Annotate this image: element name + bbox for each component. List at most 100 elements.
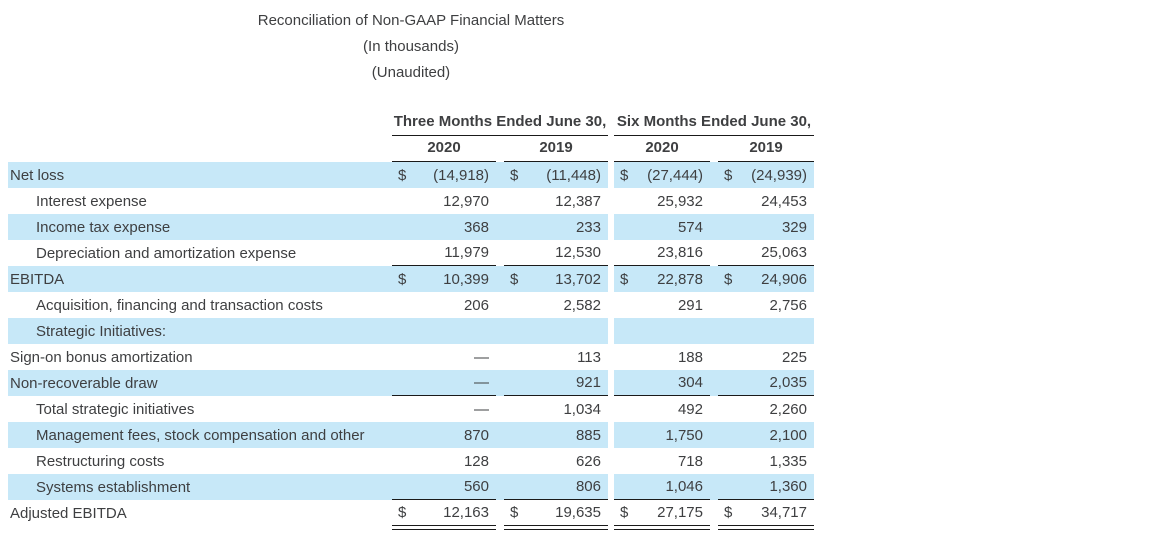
period-gap bbox=[608, 448, 614, 474]
currency-symbol: $ bbox=[398, 166, 407, 184]
value-cell: 2,756 bbox=[718, 292, 814, 318]
header-spacer bbox=[8, 136, 392, 162]
row-label: Income tax expense bbox=[36, 218, 171, 236]
value-cell: 368 bbox=[392, 214, 496, 240]
column-separator bbox=[496, 136, 504, 162]
table-row: Non-recoverable draw — 921 304 2,035 bbox=[8, 370, 814, 396]
column-separator bbox=[710, 474, 718, 500]
column-separator bbox=[710, 448, 718, 474]
column-separator bbox=[496, 422, 504, 448]
amount: — bbox=[474, 400, 489, 418]
row-label: Management fees, stock compensation and … bbox=[36, 426, 365, 444]
row-label: Systems establishment bbox=[36, 478, 191, 496]
header-spacer bbox=[8, 110, 392, 136]
table-row: Interest expense 12,970 12,387 25,932 24… bbox=[8, 188, 814, 214]
amount: (27,444) bbox=[647, 166, 703, 184]
column-separator bbox=[496, 500, 504, 526]
value-cell: 206 bbox=[392, 292, 496, 318]
value-cell: 233 bbox=[504, 214, 608, 240]
table-row: Systems establishment 560 806 1,046 1,36… bbox=[8, 474, 814, 500]
value-cell: $24,906 bbox=[718, 266, 814, 292]
value-cell: 2,035 bbox=[718, 370, 814, 396]
amount: 11,979 bbox=[444, 244, 489, 261]
period-gap bbox=[608, 266, 614, 292]
value-cell: 329 bbox=[718, 214, 814, 240]
value-cell: 574 bbox=[614, 214, 710, 240]
amount: 885 bbox=[575, 426, 601, 444]
amount: 806 bbox=[575, 478, 601, 495]
value-cell: 1,046 bbox=[614, 474, 710, 500]
column-separator bbox=[710, 188, 718, 214]
value-cell: 24,453 bbox=[718, 188, 814, 214]
amount: 12,970 bbox=[443, 192, 489, 210]
value-cell: 1,360 bbox=[718, 474, 814, 500]
value-cell: 113 bbox=[504, 344, 608, 370]
column-separator bbox=[496, 292, 504, 318]
table-row: Income tax expense 368 233 574 329 bbox=[8, 214, 814, 240]
double-underline bbox=[718, 526, 814, 530]
amount: 24,453 bbox=[761, 192, 807, 210]
amount: 574 bbox=[677, 218, 703, 236]
amount: 870 bbox=[463, 426, 489, 444]
value-cell: 921 bbox=[504, 370, 608, 396]
period-gap bbox=[608, 526, 614, 530]
period-gap bbox=[608, 422, 614, 448]
value-cell: 870 bbox=[392, 422, 496, 448]
value-cell: $13,702 bbox=[504, 266, 608, 292]
table-row: Strategic Initiatives: bbox=[8, 318, 814, 344]
double-underline bbox=[614, 526, 710, 530]
column-separator bbox=[710, 136, 718, 162]
table-row: EBITDA $10,399 $13,702 $22,878 $24,906 bbox=[8, 266, 814, 292]
amount: 1,046 bbox=[665, 478, 703, 495]
period-gap bbox=[608, 344, 614, 370]
amount: — bbox=[474, 348, 489, 366]
year-header: 2020 bbox=[614, 136, 710, 162]
period-header-three-months: Three Months Ended June 30, bbox=[392, 110, 608, 136]
table-row: Net loss $ (14,918) $ (11,448) $ (27,444) $… bbox=[8, 162, 814, 188]
amount: 27,175 bbox=[657, 504, 703, 521]
amount: 34,717 bbox=[761, 504, 807, 521]
column-separator bbox=[710, 422, 718, 448]
row-label: Restructuring costs bbox=[36, 452, 165, 470]
amount: 2,260 bbox=[769, 400, 807, 418]
period-header-row: Three Months Ended June 30, Six Months E… bbox=[8, 110, 814, 136]
period-gap bbox=[608, 396, 614, 422]
value-cell: 718 bbox=[614, 448, 710, 474]
column-separator bbox=[496, 396, 504, 422]
year-header: 2019 bbox=[718, 136, 814, 162]
amount: 24,906 bbox=[761, 270, 807, 288]
amount: 2,582 bbox=[563, 296, 601, 314]
row-label: Adjusted EBITDA bbox=[10, 504, 127, 522]
value-cell: $27,175 bbox=[614, 500, 710, 526]
row-label: EBITDA bbox=[10, 270, 65, 288]
value-cell: $34,717 bbox=[718, 500, 814, 526]
period-gap bbox=[608, 240, 614, 266]
value-cell: 12,530 bbox=[504, 240, 608, 266]
amount: 10,399 bbox=[443, 270, 489, 288]
table-row: Total strategic initiatives — 1,034 492 … bbox=[8, 396, 814, 422]
period-header-six-months: Six Months Ended June 30, bbox=[614, 110, 814, 136]
amount: 13,702 bbox=[555, 270, 601, 288]
value-cell bbox=[718, 318, 814, 344]
value-cell: 128 bbox=[392, 448, 496, 474]
amount: 291 bbox=[677, 296, 703, 314]
column-separator bbox=[710, 162, 718, 188]
value-cell: 12,387 bbox=[504, 188, 608, 214]
row-label: Interest expense bbox=[36, 192, 147, 210]
value-cell: 806 bbox=[504, 474, 608, 500]
amount: 225 bbox=[781, 348, 807, 366]
period-gap bbox=[608, 318, 614, 344]
table-row: Depreciation and amortization expense 11… bbox=[8, 240, 814, 266]
column-separator bbox=[496, 344, 504, 370]
value-cell: 304 bbox=[614, 370, 710, 396]
row-label: Sign-on bonus amortization bbox=[10, 348, 193, 366]
amount: — bbox=[474, 374, 489, 391]
value-cell: 11,979 bbox=[392, 240, 496, 266]
double-underline bbox=[504, 526, 608, 530]
value-cell: $ (11,448) bbox=[504, 162, 608, 188]
double-underline bbox=[392, 526, 496, 530]
column-separator bbox=[496, 370, 504, 396]
amount: (14,918) bbox=[433, 166, 489, 184]
column-separator bbox=[496, 214, 504, 240]
currency-symbol: $ bbox=[724, 504, 733, 521]
